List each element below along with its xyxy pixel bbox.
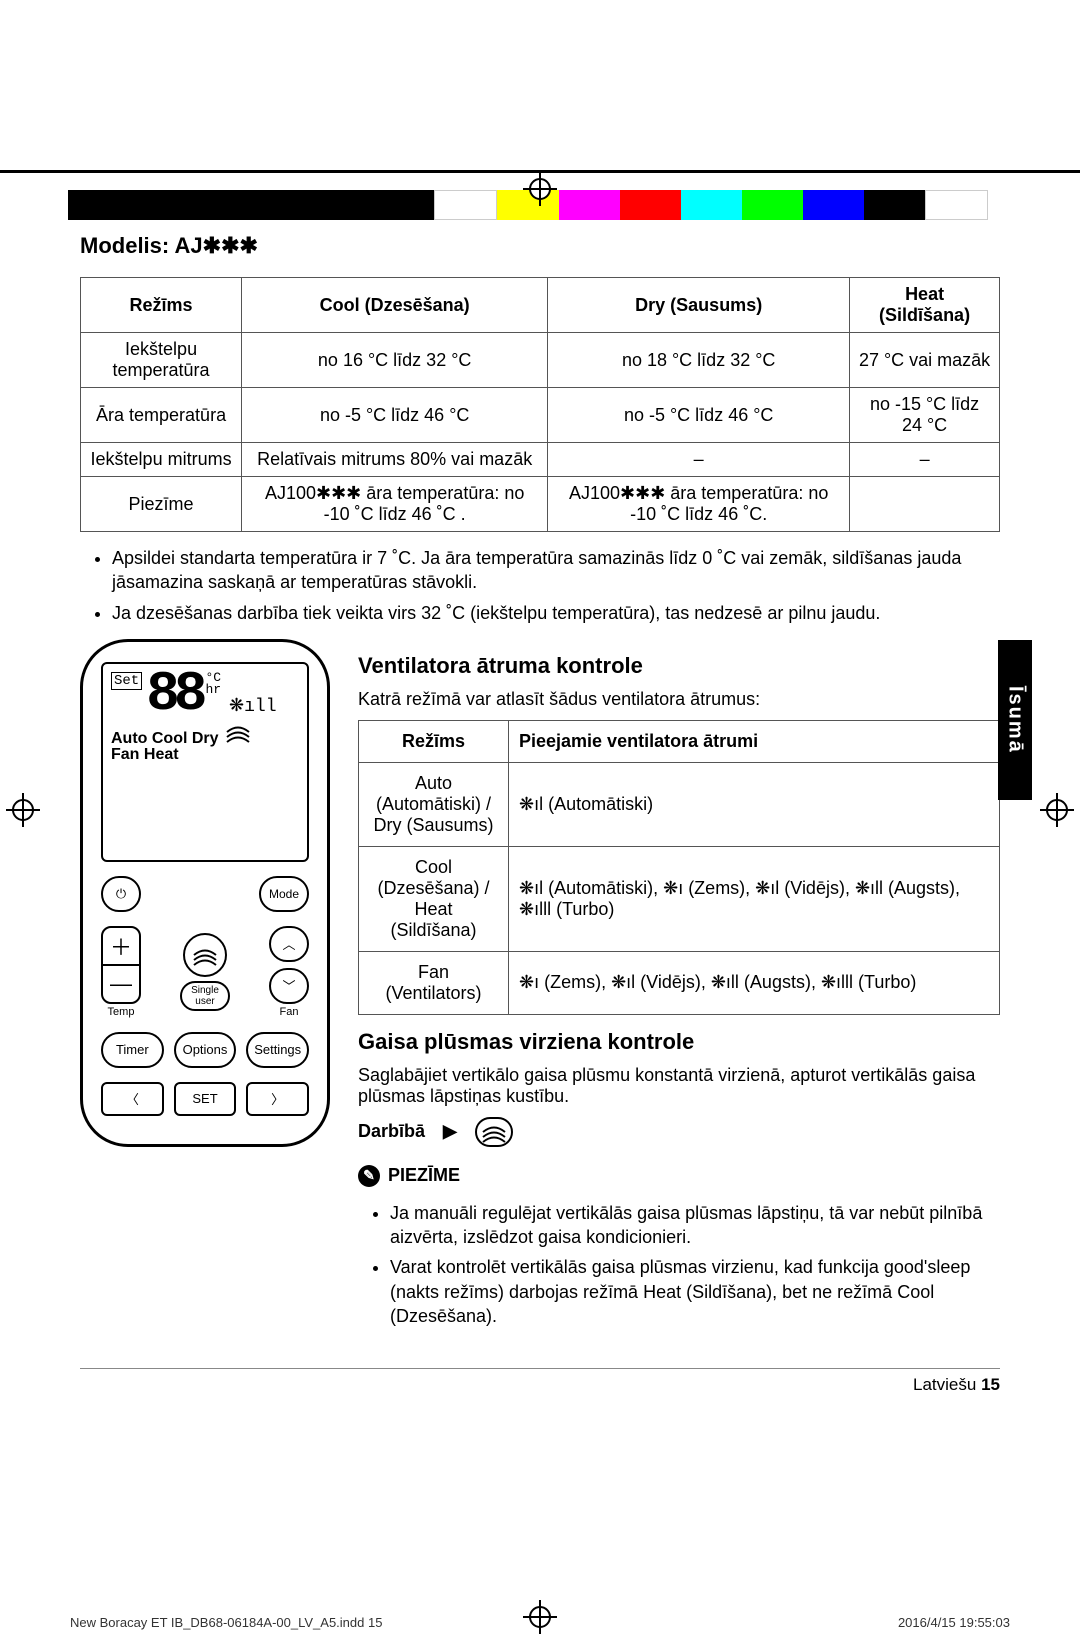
swing-button-icon: [475, 1117, 513, 1147]
set-button[interactable]: SET: [174, 1082, 237, 1116]
fan-label: Fan: [280, 1006, 299, 1018]
spec-table: Režīms Cool (Dzesēšana) Dry (Sausums) He…: [80, 277, 1000, 532]
footer-page-number: 15: [981, 1375, 1000, 1394]
table-row: Iekštelpu temperatūrano 16 °C līdz 32 °C…: [81, 333, 1000, 388]
temp-minus-button[interactable]: —: [103, 966, 139, 1002]
up-button[interactable]: ︿: [269, 926, 309, 962]
timer-button[interactable]: Timer: [101, 1032, 164, 1068]
temp-button-group[interactable]: ＋ —: [101, 926, 141, 1004]
lcd-modes-line1: Auto Cool Dry: [111, 730, 219, 747]
airflow-intro-text: Saglabājiet vertikālo gaisa plūsmu konst…: [358, 1065, 1000, 1107]
power-button[interactable]: ⏻: [101, 876, 141, 912]
fan-icon: ❋ıll: [229, 695, 277, 717]
side-tab: Īsumā: [998, 640, 1032, 800]
right-button[interactable]: 〉: [246, 1082, 309, 1116]
left-button[interactable]: 〈: [101, 1082, 164, 1116]
action-label: Darbībā: [358, 1121, 425, 1142]
table-row: Auto (Automātiski) / Dry (Sausums)❋ıl (A…: [359, 762, 1000, 846]
table-row: Režīms Pieejamie ventilatora ātrumi: [359, 720, 1000, 762]
note-item: Apsildei standarta temperatūra ir 7 ˚C. …: [112, 546, 1000, 595]
note-icon: ✎: [358, 1165, 380, 1187]
lcd-modes-line2: Fan Heat: [111, 746, 179, 763]
th-dry: Dry (Sausums): [548, 278, 850, 333]
remote-control-illustration: Set 88 °C hr ❋ıll Auto Cool Dry Fan Heat: [80, 639, 330, 1147]
temp-plus-button[interactable]: ＋: [103, 928, 139, 966]
note-heading: PIEZĪME: [388, 1165, 460, 1186]
note-list: Ja manuāli regulējat vertikālās gaisa pl…: [390, 1201, 1000, 1328]
lcd-digits: 88: [146, 672, 201, 717]
th-heat: Heat (Sildīšana): [850, 278, 1000, 333]
mode-button[interactable]: Mode: [259, 876, 309, 912]
table-row: Režīms Cool (Dzesēšana) Dry (Sausums) He…: [81, 278, 1000, 333]
footer-divider: [80, 1368, 1000, 1369]
notes-list: Apsildei standarta temperatūra ir 7 ˚C. …: [112, 546, 1000, 625]
registration-mark-top: [529, 178, 551, 200]
fan-speed-heading: Ventilatora ātruma kontrole: [358, 653, 1000, 679]
printer-color-bar: [68, 190, 988, 220]
footer-timestamp: 2016/4/15 19:55:03: [898, 1615, 1010, 1630]
play-icon: ▶: [443, 1121, 457, 1142]
table-row: Āra temperatūrano -5 °C līdz 46 °Cno -5 …: [81, 388, 1000, 443]
registration-mark-right: [1046, 799, 1068, 821]
th-speeds: Pieejamie ventilatora ātrumi: [509, 720, 1000, 762]
swing-icon: [223, 721, 253, 743]
note-item: Ja manuāli regulējat vertikālās gaisa pl…: [390, 1201, 1000, 1250]
fan-speed-table: Režīms Pieejamie ventilatora ātrumi Auto…: [358, 720, 1000, 1015]
note-item: Ja dzesēšanas darbība tiek veikta virs 3…: [112, 601, 1000, 625]
airflow-heading: Gaisa plūsmas virziena kontrole: [358, 1029, 1000, 1055]
th-cool: Cool (Dzesēšana): [242, 278, 548, 333]
table-row: Cool (Dzesēšana) / Heat (Sildīšana)❋ıl (…: [359, 846, 1000, 951]
settings-button[interactable]: Settings: [246, 1032, 309, 1068]
note-item: Varat kontrolēt vertikālās gaisa plūsmas…: [390, 1255, 1000, 1328]
table-row: Fan (Ventilators)❋ı (Zems), ❋ıl (Vidējs)…: [359, 951, 1000, 1014]
footer-language: Latviešu: [913, 1375, 976, 1394]
down-button[interactable]: ﹀: [269, 968, 309, 1004]
temp-label: Temp: [108, 1006, 135, 1018]
th-mode-2: Režīms: [359, 720, 509, 762]
lcd-set-label: Set: [111, 672, 142, 690]
lcd-unit-hr: hr: [205, 684, 221, 696]
fan-intro-text: Katrā režīmā var atlasīt šādus ventilato…: [358, 689, 1000, 710]
swing-button[interactable]: [183, 933, 227, 977]
table-row: PiezīmeAJ100✱✱✱ āra temperatūra: no -10 …: [81, 477, 1000, 532]
options-button[interactable]: Options: [174, 1032, 237, 1068]
footer-file-meta: New Boracay ET IB_DB68-06184A-00_LV_A5.i…: [70, 1615, 382, 1630]
th-mode: Režīms: [81, 278, 242, 333]
registration-mark-left: [12, 799, 34, 821]
single-user-button[interactable]: Single user: [180, 981, 230, 1011]
swing-icon: [190, 944, 220, 966]
remote-lcd: Set 88 °C hr ❋ıll Auto Cool Dry Fan Heat: [101, 662, 309, 862]
table-row: Iekštelpu mitrumsRelatīvais mitrums 80% …: [81, 443, 1000, 477]
model-heading: Modelis: AJ✱✱✱: [80, 233, 1000, 259]
